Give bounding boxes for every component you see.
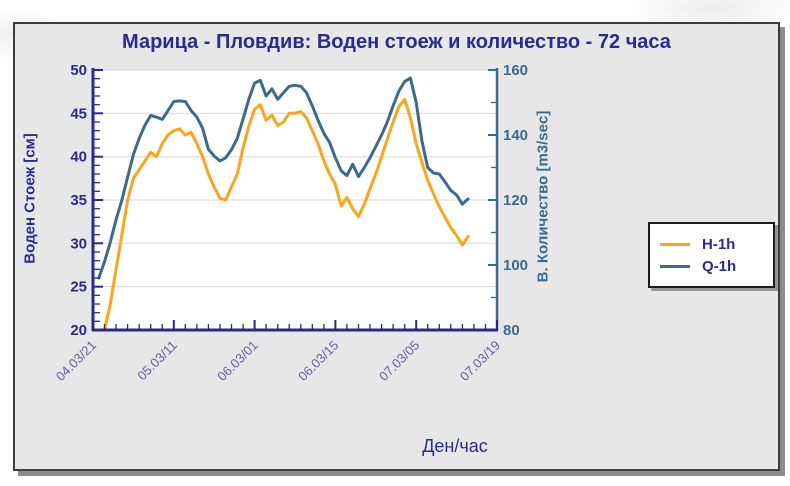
legend-label-q1h: Q-1h <box>702 257 737 275</box>
legend-swatch-q1h <box>660 264 690 268</box>
legend-entry-q1h: Q-1h <box>660 255 763 277</box>
x-axis-tick-label: 07.03/05 <box>376 338 422 384</box>
left-axis-tick-label: 45 <box>70 105 87 122</box>
left-axis-tick-label: 40 <box>70 149 87 166</box>
left-axis-label: Воден Стоеж [см] <box>21 133 39 264</box>
right-axis-tick-label: 80 <box>503 322 520 339</box>
series-line-q-1h <box>97 76 470 280</box>
x-axis-tick-label: 04.03/21 <box>53 338 99 384</box>
right-axis-tick-label: 140 <box>503 127 528 144</box>
left-axis-tick-label: 35 <box>70 192 87 209</box>
x-axis-tick-label: 06.03/15 <box>295 338 341 384</box>
x-axis: 04.03/21 05.03/11 06.03/01 06.03/15 07.03/05… <box>53 320 503 384</box>
left-axis-tick-label: 20 <box>70 322 87 339</box>
left-axis-tick-label: 30 <box>70 235 87 252</box>
left-axis-tick-label: 50 <box>70 62 87 79</box>
x-axis-label: Ден/час <box>422 436 488 456</box>
x-axis-tick-label: 05.03/11 <box>134 338 180 384</box>
right-axis-tick-label: 100 <box>503 257 528 274</box>
legend-box: H-1h Q-1h <box>648 222 775 288</box>
x-axis-tick-label: 06.03/01 <box>214 338 260 384</box>
legend-label-h1h: H-1h <box>702 235 736 253</box>
right-axis-tick-label: 120 <box>503 192 528 209</box>
right-axis-label: В. Количество [m3/sec] <box>534 110 552 283</box>
x-axis-tick-label: 07.03/19 <box>457 338 503 384</box>
legend-swatch-h1h <box>660 242 690 246</box>
left-axis-tick-label: 25 <box>70 279 87 296</box>
right-axis: 80 100 120 140 160 <box>488 62 528 339</box>
legend-entry-h1h: H-1h <box>660 233 763 255</box>
left-axis: 20 25 30 35 40 45 50 <box>70 62 103 339</box>
right-axis-tick-label: 160 <box>503 62 528 79</box>
chart-title: Марица - Пловдив: Воден стоеж и количест… <box>122 31 671 53</box>
series-line-h-1h <box>103 98 470 332</box>
